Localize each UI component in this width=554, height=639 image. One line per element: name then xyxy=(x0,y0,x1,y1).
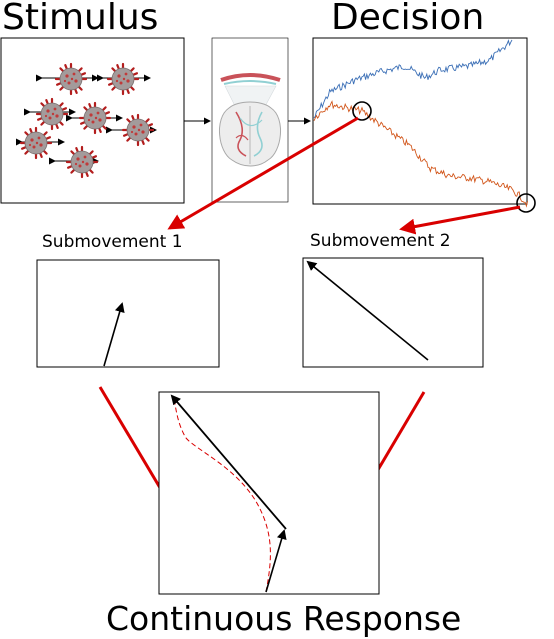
evidence-trace-orange xyxy=(313,100,529,208)
decision-point-1-marker xyxy=(352,101,372,121)
decision-panel xyxy=(312,37,528,205)
submovement-1-panel xyxy=(36,259,220,368)
submovement-1-title: Submovement 1 xyxy=(42,232,183,252)
submovement-2-panel xyxy=(302,257,484,368)
red-arrow-to-submovement-1 xyxy=(167,116,359,230)
continuous-response-panel xyxy=(158,391,380,595)
continuous-response-title: Continuous Response xyxy=(106,599,462,638)
virus-particle-icon xyxy=(16,62,157,179)
submovement-2-vector xyxy=(306,260,429,361)
decision-title: Decision xyxy=(331,0,485,38)
response-vector-1 xyxy=(265,529,287,593)
evidence-trace-blue xyxy=(313,39,513,119)
decision-point-2-marker xyxy=(516,193,536,213)
submovement-1-vector xyxy=(103,302,125,367)
submovement-2-title: Submovement 2 xyxy=(310,231,451,251)
stimulus-title: Stimulus xyxy=(2,0,159,38)
red-arrow-to-submovement-2 xyxy=(399,205,521,235)
response-vector-2 xyxy=(170,394,287,530)
brain-icon xyxy=(218,73,282,167)
continuous-trajectory xyxy=(173,397,271,593)
